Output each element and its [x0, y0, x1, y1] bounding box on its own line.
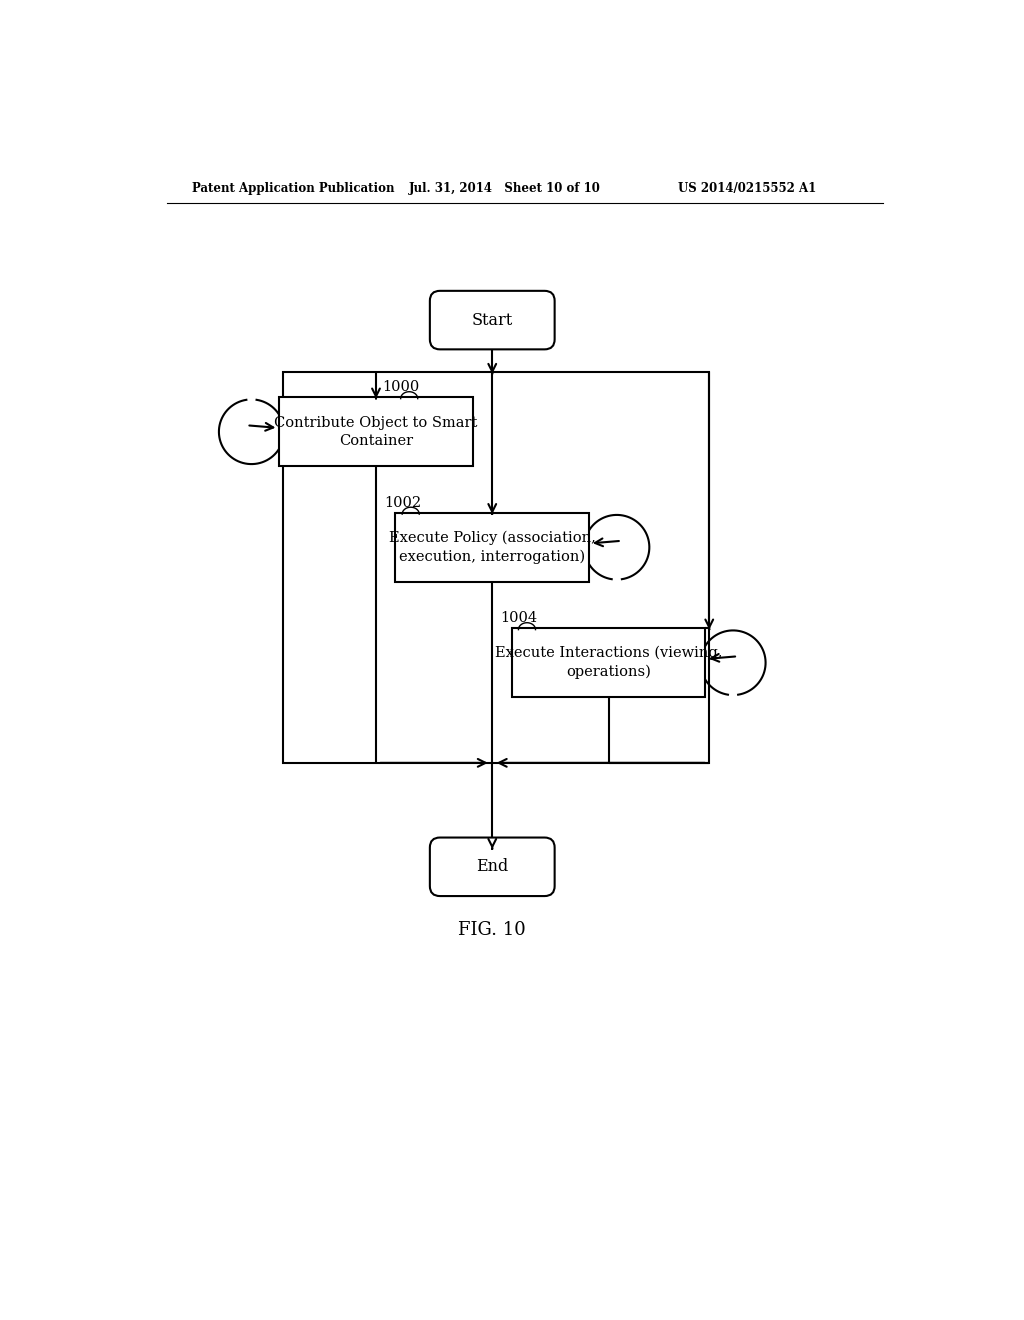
Text: 1004: 1004 — [500, 611, 538, 626]
Text: Start: Start — [472, 312, 513, 329]
Text: 1002: 1002 — [384, 495, 421, 510]
Text: Contribute Object to Smart
Container: Contribute Object to Smart Container — [274, 416, 477, 447]
Text: Patent Application Publication: Patent Application Publication — [191, 182, 394, 194]
Text: End: End — [476, 858, 508, 875]
Bar — [280, 397, 473, 466]
Bar — [283, 372, 710, 763]
Text: Execute Policy (association,
execution, interrogation): Execute Policy (association, execution, … — [389, 531, 596, 564]
Text: 1000: 1000 — [382, 380, 420, 395]
Bar — [395, 512, 589, 582]
Text: US 2014/0215552 A1: US 2014/0215552 A1 — [678, 182, 816, 194]
FancyBboxPatch shape — [430, 838, 555, 896]
Bar — [512, 628, 706, 697]
Text: Jul. 31, 2014   Sheet 10 of 10: Jul. 31, 2014 Sheet 10 of 10 — [409, 182, 600, 194]
Text: FIG. 10: FIG. 10 — [459, 921, 526, 939]
Text: Execute Interactions (viewing,
operations): Execute Interactions (viewing, operation… — [495, 645, 722, 680]
FancyBboxPatch shape — [430, 290, 555, 350]
